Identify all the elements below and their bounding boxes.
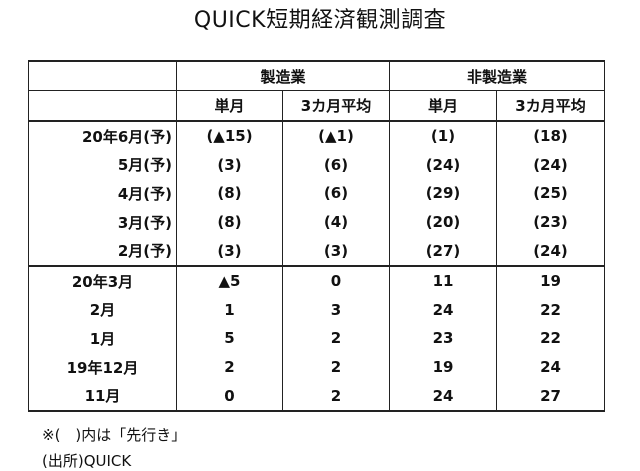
value-cell: (3) [176,150,283,180]
value-cell: 5 [176,324,283,353]
corner-cell [28,90,177,122]
value-cell: 0 [282,264,390,296]
value-cell: (8) [176,207,283,237]
sub-header-row: 単月 3カ月平均 単月 3カ月平均 [28,90,605,122]
row-label: 2月 [28,295,177,325]
value-cell: 24 [496,352,605,382]
value-cell: (27) [389,236,497,266]
value-cell: (6) [282,179,390,208]
value-cell: (24) [496,236,605,266]
value-cell: (▲15) [176,121,283,151]
group-header-row: 製造業 非製造業 [28,60,605,91]
value-cell: (3) [176,236,283,266]
forecast-row: 20年6月(予) (▲15) (▲1) (1) (18) [28,121,605,151]
row-label: 19年12月 [28,352,177,382]
actual-row: 1月 5 2 23 22 [28,324,605,353]
value-cell: (18) [496,121,605,151]
actual-row: 20年3月 ▲5 0 11 19 [28,264,605,296]
value-cell: 2 [282,381,390,412]
value-cell: (1) [389,121,497,151]
page-title: QUICK短期経済観測調査 [193,8,447,33]
value-cell: 2 [282,352,390,382]
sub-header: 3カ月平均 [282,90,390,122]
value-cell: 19 [496,264,605,296]
corner-cell [28,60,177,91]
value-cell: 1 [176,295,283,325]
row-label: 3月(予) [28,207,177,237]
value-cell: 27 [496,381,605,412]
value-cell: (6) [282,150,390,180]
value-cell: (4) [282,207,390,237]
value-cell: 24 [389,295,497,325]
value-cell: (3) [282,236,390,266]
value-cell: 3 [282,295,390,325]
actual-row: 19年12月 2 2 19 24 [28,352,605,382]
source-note: (出所)QUICK [42,452,132,470]
row-label: 2月(予) [28,236,177,266]
row-label: 20年6月(予) [28,121,177,151]
row-label: 1月 [28,324,177,353]
sub-header: 単月 [176,90,283,122]
value-cell: (23) [496,207,605,237]
value-cell: 2 [282,324,390,353]
forecast-row: 4月(予) (8) (6) (29) (25) [28,179,605,208]
actual-row: 2月 1 3 24 22 [28,295,605,325]
value-cell: 11 [389,264,497,296]
footnote: ※( )内は「先行き」 [42,426,187,444]
sub-header: 単月 [389,90,497,122]
value-cell: (29) [389,179,497,208]
sub-header: 3カ月平均 [496,90,605,122]
group-header-manufacturing: 製造業 [176,60,390,91]
row-label: 11月 [28,381,177,412]
forecast-row: 2月(予) (3) (3) (27) (24) [28,236,605,266]
value-cell: (▲1) [282,121,390,151]
value-cell: (24) [496,150,605,180]
value-cell: 19 [389,352,497,382]
value-cell: (24) [389,150,497,180]
survey-table: 製造業 非製造業 単月 3カ月平均 単月 3カ月平均 20年6月(予) (▲15)… [28,60,605,412]
value-cell: (25) [496,179,605,208]
row-label: 20年3月 [28,264,177,296]
value-cell: 2 [176,352,283,382]
group-header-nonmanufacturing: 非製造業 [389,60,605,91]
forecast-row: 5月(予) (3) (6) (24) (24) [28,150,605,180]
value-cell: 22 [496,295,605,325]
value-cell: 23 [389,324,497,353]
value-cell: 0 [176,381,283,412]
value-cell: (20) [389,207,497,237]
actual-row: 11月 0 2 24 27 [28,381,605,412]
value-cell: (8) [176,179,283,208]
row-label: 4月(予) [28,179,177,208]
forecast-row: 3月(予) (8) (4) (20) (23) [28,207,605,237]
value-cell: 24 [389,381,497,412]
row-label: 5月(予) [28,150,177,180]
value-cell: ▲5 [176,264,283,296]
value-cell: 22 [496,324,605,353]
